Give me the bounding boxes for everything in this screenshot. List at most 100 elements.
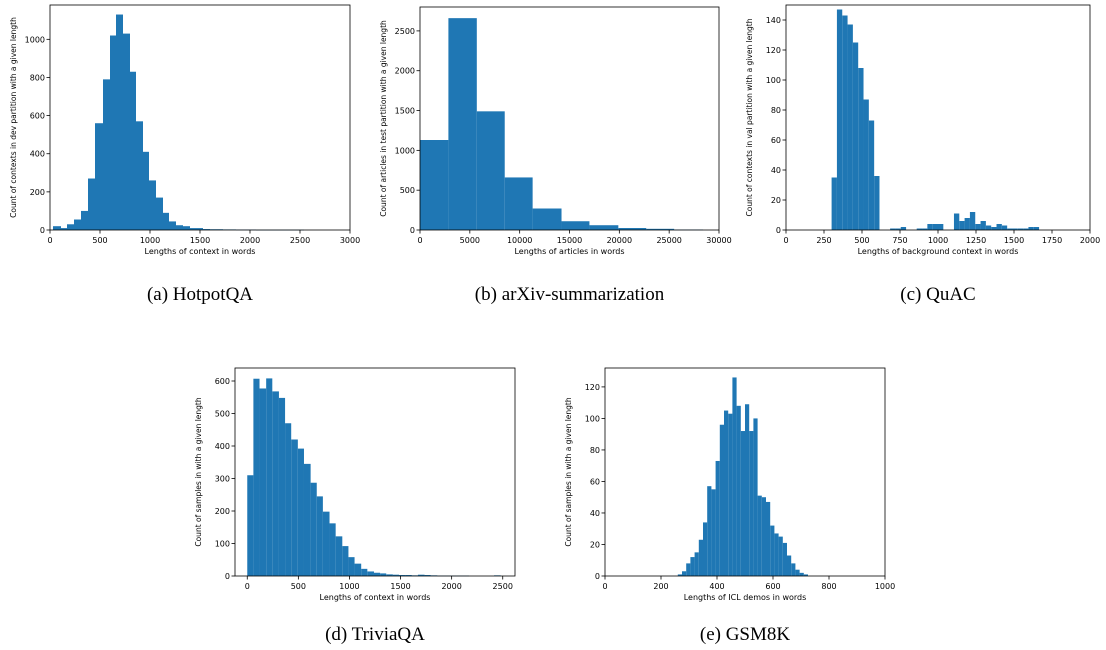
y-tick-label: 100 (215, 540, 230, 549)
histogram-bar (858, 68, 864, 230)
histogram-bar (61, 228, 67, 230)
x-tick-label: 10000 (507, 236, 532, 245)
histogram-bar (874, 176, 880, 230)
x-axis-label: Lengths of context in words (320, 593, 431, 602)
x-axis-label: Lengths of ICL demos in words (684, 593, 807, 602)
histogram-bar (964, 218, 970, 230)
y-tick-label: 60 (771, 136, 781, 145)
histogram-bar (803, 574, 808, 576)
x-tick-label: 1000 (875, 582, 895, 591)
histogram-bar (745, 404, 750, 576)
histogram-bar (420, 140, 449, 230)
x-tick-label: 5000 (460, 236, 480, 245)
x-tick-label: 250 (816, 236, 831, 245)
histogram-bar (149, 180, 156, 230)
y-tick-label: 120 (766, 46, 781, 55)
histogram-bar (448, 18, 477, 231)
histogram-bar (932, 224, 938, 230)
panel-caption: (c) QuAC (900, 284, 975, 305)
histogram-bar (53, 226, 61, 230)
histogram-bar (348, 557, 355, 576)
histogram-bar (863, 99, 869, 230)
x-tick-label: 750 (892, 236, 907, 245)
x-tick-label: 20000 (607, 236, 632, 245)
histogram-bar (123, 33, 130, 230)
histogram-bar (740, 431, 745, 576)
histogram-bar (1007, 228, 1013, 230)
histogram-bar (1028, 227, 1034, 230)
histogram-bar (890, 228, 896, 230)
histogram-bar (916, 228, 923, 230)
histogram-bar (922, 228, 928, 230)
histogram-panel-arxiv: 0 5000 10000 15000 20000 25000 30000 0 500 1000 15… (379, 6, 732, 305)
histogram-bar (103, 79, 110, 230)
histogram-bar (831, 177, 837, 230)
y-tick-label: 300 (215, 475, 230, 484)
histogram-bar (646, 228, 675, 230)
histogram-bar (927, 224, 933, 230)
histogram-bar (774, 533, 779, 576)
histogram-bar (618, 228, 647, 230)
y-axis-label: Count of samples in with a given length (194, 397, 203, 547)
y-tick-label: 40 (771, 166, 781, 175)
histogram-bar (169, 221, 176, 230)
x-tick-label: 2000 (441, 582, 461, 591)
histogram-bar (417, 574, 425, 576)
y-axis-label: Count of contexts in dev partition with … (9, 17, 18, 218)
y-tick-label: 40 (590, 509, 600, 518)
histogram-bar (761, 497, 766, 576)
histogram-bar (176, 225, 183, 230)
histogram-bar (130, 71, 136, 231)
histogram-bar (719, 424, 724, 576)
y-tick-label: 1000 (395, 146, 415, 155)
y-tick-label: 2500 (395, 27, 415, 36)
histogram-bar (996, 224, 1002, 230)
histogram-bar (272, 391, 279, 576)
histogram-bar (985, 225, 992, 230)
x-axis-label: Lengths of articles in words (514, 247, 624, 256)
histogram-bar (698, 539, 703, 576)
x-tick-label: 500 (291, 582, 306, 591)
histogram-bar (791, 563, 796, 576)
histogram-bar (561, 221, 590, 230)
histogram-bar (980, 221, 986, 230)
histogram-bar (316, 496, 323, 577)
histogram-bar (67, 224, 74, 230)
histogram-panel-gsm8k: 0 200 400 600 800 1000 0 20 40 60 80 100 120 Lengths … (564, 367, 895, 645)
y-tick-label: 800 (30, 73, 45, 82)
y-tick-label: 500 (400, 186, 415, 195)
x-tick-label: 400 (709, 582, 724, 591)
histogram-bar (682, 571, 687, 576)
histogram-bar (703, 522, 708, 576)
y-tick-label: 400 (30, 150, 45, 159)
x-tick-label: 1000 (928, 236, 948, 245)
histogram-bar (778, 536, 783, 576)
y-tick-label: 60 (590, 477, 600, 486)
histogram-bar (690, 557, 695, 576)
histogram-bar (303, 463, 311, 577)
y-tick-label: 0 (595, 572, 600, 581)
y-tick-label: 200 (30, 188, 45, 197)
y-tick-label: 20 (590, 540, 600, 549)
x-axis-label: Lengths of background context in words (858, 247, 1019, 256)
histogram-panel-triviaqa: 0 500 1000 1500 2000 2500 0 100 200 300 400 500 600 L… (194, 367, 516, 645)
x-tick-label: 1500 (190, 236, 210, 245)
y-tick-label: 20 (771, 196, 781, 205)
x-tick-label: 2000 (240, 236, 260, 245)
histogram-bar (959, 221, 965, 230)
histogram-bar (367, 571, 374, 576)
histogram-bar (532, 208, 562, 230)
histogram-bar (81, 210, 88, 230)
histogram-bar (373, 572, 381, 576)
x-tick-label: 1750 (1042, 236, 1062, 245)
histogram-bar (310, 482, 317, 576)
histogram-bar (1001, 225, 1008, 230)
histogram-bar (975, 224, 981, 230)
histogram-bar (749, 431, 754, 576)
x-tick-label: 800 (821, 582, 836, 591)
histogram-bar (386, 574, 393, 577)
histogram-bar (253, 378, 260, 576)
histogram-bar (278, 397, 286, 576)
histogram-bar (1023, 228, 1029, 230)
